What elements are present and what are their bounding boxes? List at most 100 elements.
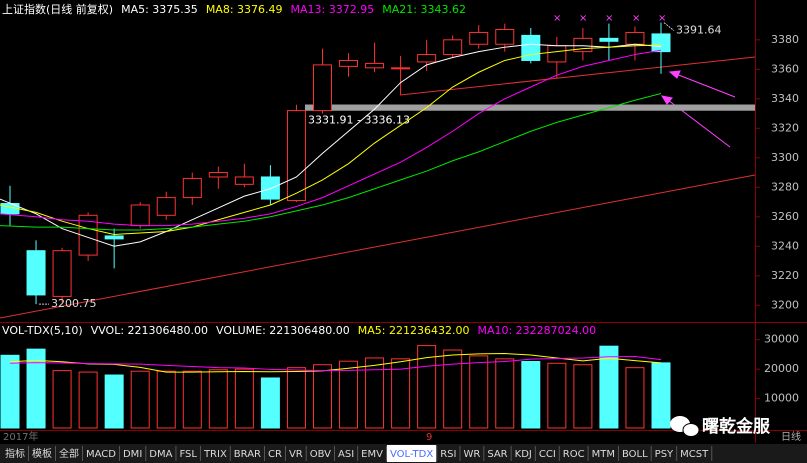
candle-body xyxy=(391,67,411,70)
y-tick-label: 10000 xyxy=(764,392,799,405)
candle-body xyxy=(130,204,150,227)
price-panel: 3331.91 - 3336.13 3391.64 3200.75 3200 3220 3… xyxy=(0,2,799,311)
period-label: 日线 xyxy=(781,430,801,443)
toolbar-tab[interactable]: 模板 xyxy=(32,447,52,460)
signal-mark: × xyxy=(658,13,666,24)
volume-bar xyxy=(104,374,124,429)
candle-body xyxy=(417,54,437,63)
toolbar-tab[interactable]: BRAR xyxy=(234,449,261,460)
volume-bar xyxy=(260,377,280,429)
volume-ma-line xyxy=(9,355,662,372)
wechat-icon xyxy=(682,423,700,437)
y-tick-label: 30000 xyxy=(764,333,799,346)
candle-body xyxy=(260,176,280,200)
arrow xyxy=(675,73,736,98)
candle-body xyxy=(312,64,332,112)
arrows xyxy=(660,70,736,148)
volume-bar xyxy=(365,357,385,429)
arrow-head xyxy=(668,70,681,79)
toolbar-tab[interactable]: MACD xyxy=(86,449,116,460)
toolbar-tab[interactable]: OBV xyxy=(310,449,331,460)
y-tick-label: 3360 xyxy=(771,62,799,75)
candle-body xyxy=(651,33,671,53)
annotation: 3200.75 xyxy=(51,297,97,310)
toolbar-tab[interactable]: MCST xyxy=(680,449,709,460)
candle-body xyxy=(208,172,228,178)
toolbar-tab[interactable]: EMV xyxy=(361,449,383,460)
y-tick-label: 3200 xyxy=(771,298,799,311)
toolbar-tab[interactable]: ROC xyxy=(563,449,585,460)
panel-title: VOL-TDX(5,10) xyxy=(2,324,83,337)
volume-bar xyxy=(469,355,489,429)
y-tick-label: 3240 xyxy=(771,239,799,252)
toolbar-tab[interactable]: CR xyxy=(268,449,282,460)
y-tick-label: 3380 xyxy=(771,33,799,46)
candle-body xyxy=(365,62,385,69)
annotation-leader xyxy=(663,22,675,32)
volume-bar xyxy=(312,364,332,429)
volume-bar xyxy=(182,370,202,429)
volume-bar xyxy=(156,370,176,429)
y-tick-label: 3340 xyxy=(771,92,799,105)
toolbar-tab[interactable]: VOL-TDX xyxy=(390,449,433,460)
toolbar-tab[interactable]: MTM xyxy=(592,449,615,460)
toolbar-tab[interactable]: VR xyxy=(289,449,303,460)
candle-body xyxy=(547,45,567,63)
legend-entry: MA10: 232287024.00 xyxy=(477,324,596,337)
signal-mark: × xyxy=(632,13,640,24)
ma-line xyxy=(0,44,662,235)
candle-body xyxy=(521,34,541,61)
legend-entry: MA8: 3376.49 xyxy=(206,3,283,16)
zone-label: 3331.91 - 3336.13 xyxy=(308,114,410,127)
volume-bar xyxy=(78,371,98,429)
y-tick-label: 3300 xyxy=(771,151,799,164)
annotation: 3391.64 xyxy=(676,24,722,37)
toolbar-tab[interactable]: SAR xyxy=(487,449,507,460)
legend-entry: MA5: 3375.35 xyxy=(121,3,198,16)
volume-bar xyxy=(651,362,671,429)
toolbar-tab[interactable]: 指标 xyxy=(5,447,25,460)
panel-title: 上证指数(日线 前复权) xyxy=(2,2,113,16)
toolbar-tab[interactable]: TRIX xyxy=(203,449,227,460)
toolbar-tab[interactable]: DMI xyxy=(123,449,142,460)
support-zone xyxy=(305,104,755,111)
trend-line xyxy=(399,56,756,96)
candle-body xyxy=(26,250,46,296)
toolbar-tab[interactable]: BOLL xyxy=(622,449,648,460)
legend-entry: MA21: 3343.62 xyxy=(382,3,466,16)
volume-bar xyxy=(339,360,359,429)
candle-body xyxy=(182,177,202,199)
volume-bar xyxy=(573,364,593,429)
volume-bar xyxy=(130,370,150,429)
toolbar-tab[interactable]: KDJ xyxy=(515,449,532,460)
volume-ma-line xyxy=(9,353,662,373)
ma-line xyxy=(0,92,662,231)
legend-entry: MA13: 3372.95 xyxy=(291,3,375,16)
toolbar-tab[interactable]: DMA xyxy=(149,449,172,460)
toolbar-tab[interactable]: PSY xyxy=(655,449,674,460)
volume-panel: 10000 20000 30000 VOL-TDX(5,10) VVOL: 221306… xyxy=(0,324,799,429)
toolbar-tab[interactable]: ASI xyxy=(338,449,354,460)
ma-line xyxy=(0,43,662,247)
toolbar-tab[interactable]: RSI xyxy=(440,449,456,460)
toolbar-tab[interactable]: CCI xyxy=(539,449,556,460)
toolbar-tab[interactable]: FSL xyxy=(179,449,197,460)
candle-body xyxy=(52,250,72,297)
signal-marks: × × × × × xyxy=(553,13,666,24)
candle-body xyxy=(156,197,176,216)
candle-body xyxy=(495,28,515,45)
legend-entry: MA5: 221236432.00 xyxy=(358,324,470,337)
toolbar-tab[interactable]: WR xyxy=(463,449,480,460)
watermark: 曙乾金服 xyxy=(670,416,771,437)
candle-body xyxy=(339,59,359,67)
volume-bar xyxy=(234,368,254,429)
y-tick-label: 3220 xyxy=(771,269,799,282)
volume-bar xyxy=(52,370,72,429)
ma-line xyxy=(0,49,662,227)
toolbar-tab[interactable]: 全部 xyxy=(59,447,79,460)
toolbar-tabs: 指标 模板 全部 MACD DMI DMA FSL TRIX BRAR CR VR OBV ASI EMV… xyxy=(5,445,713,462)
volume-bar xyxy=(443,349,463,429)
panel-header: VVOL: 221306480.00 xyxy=(91,324,208,337)
